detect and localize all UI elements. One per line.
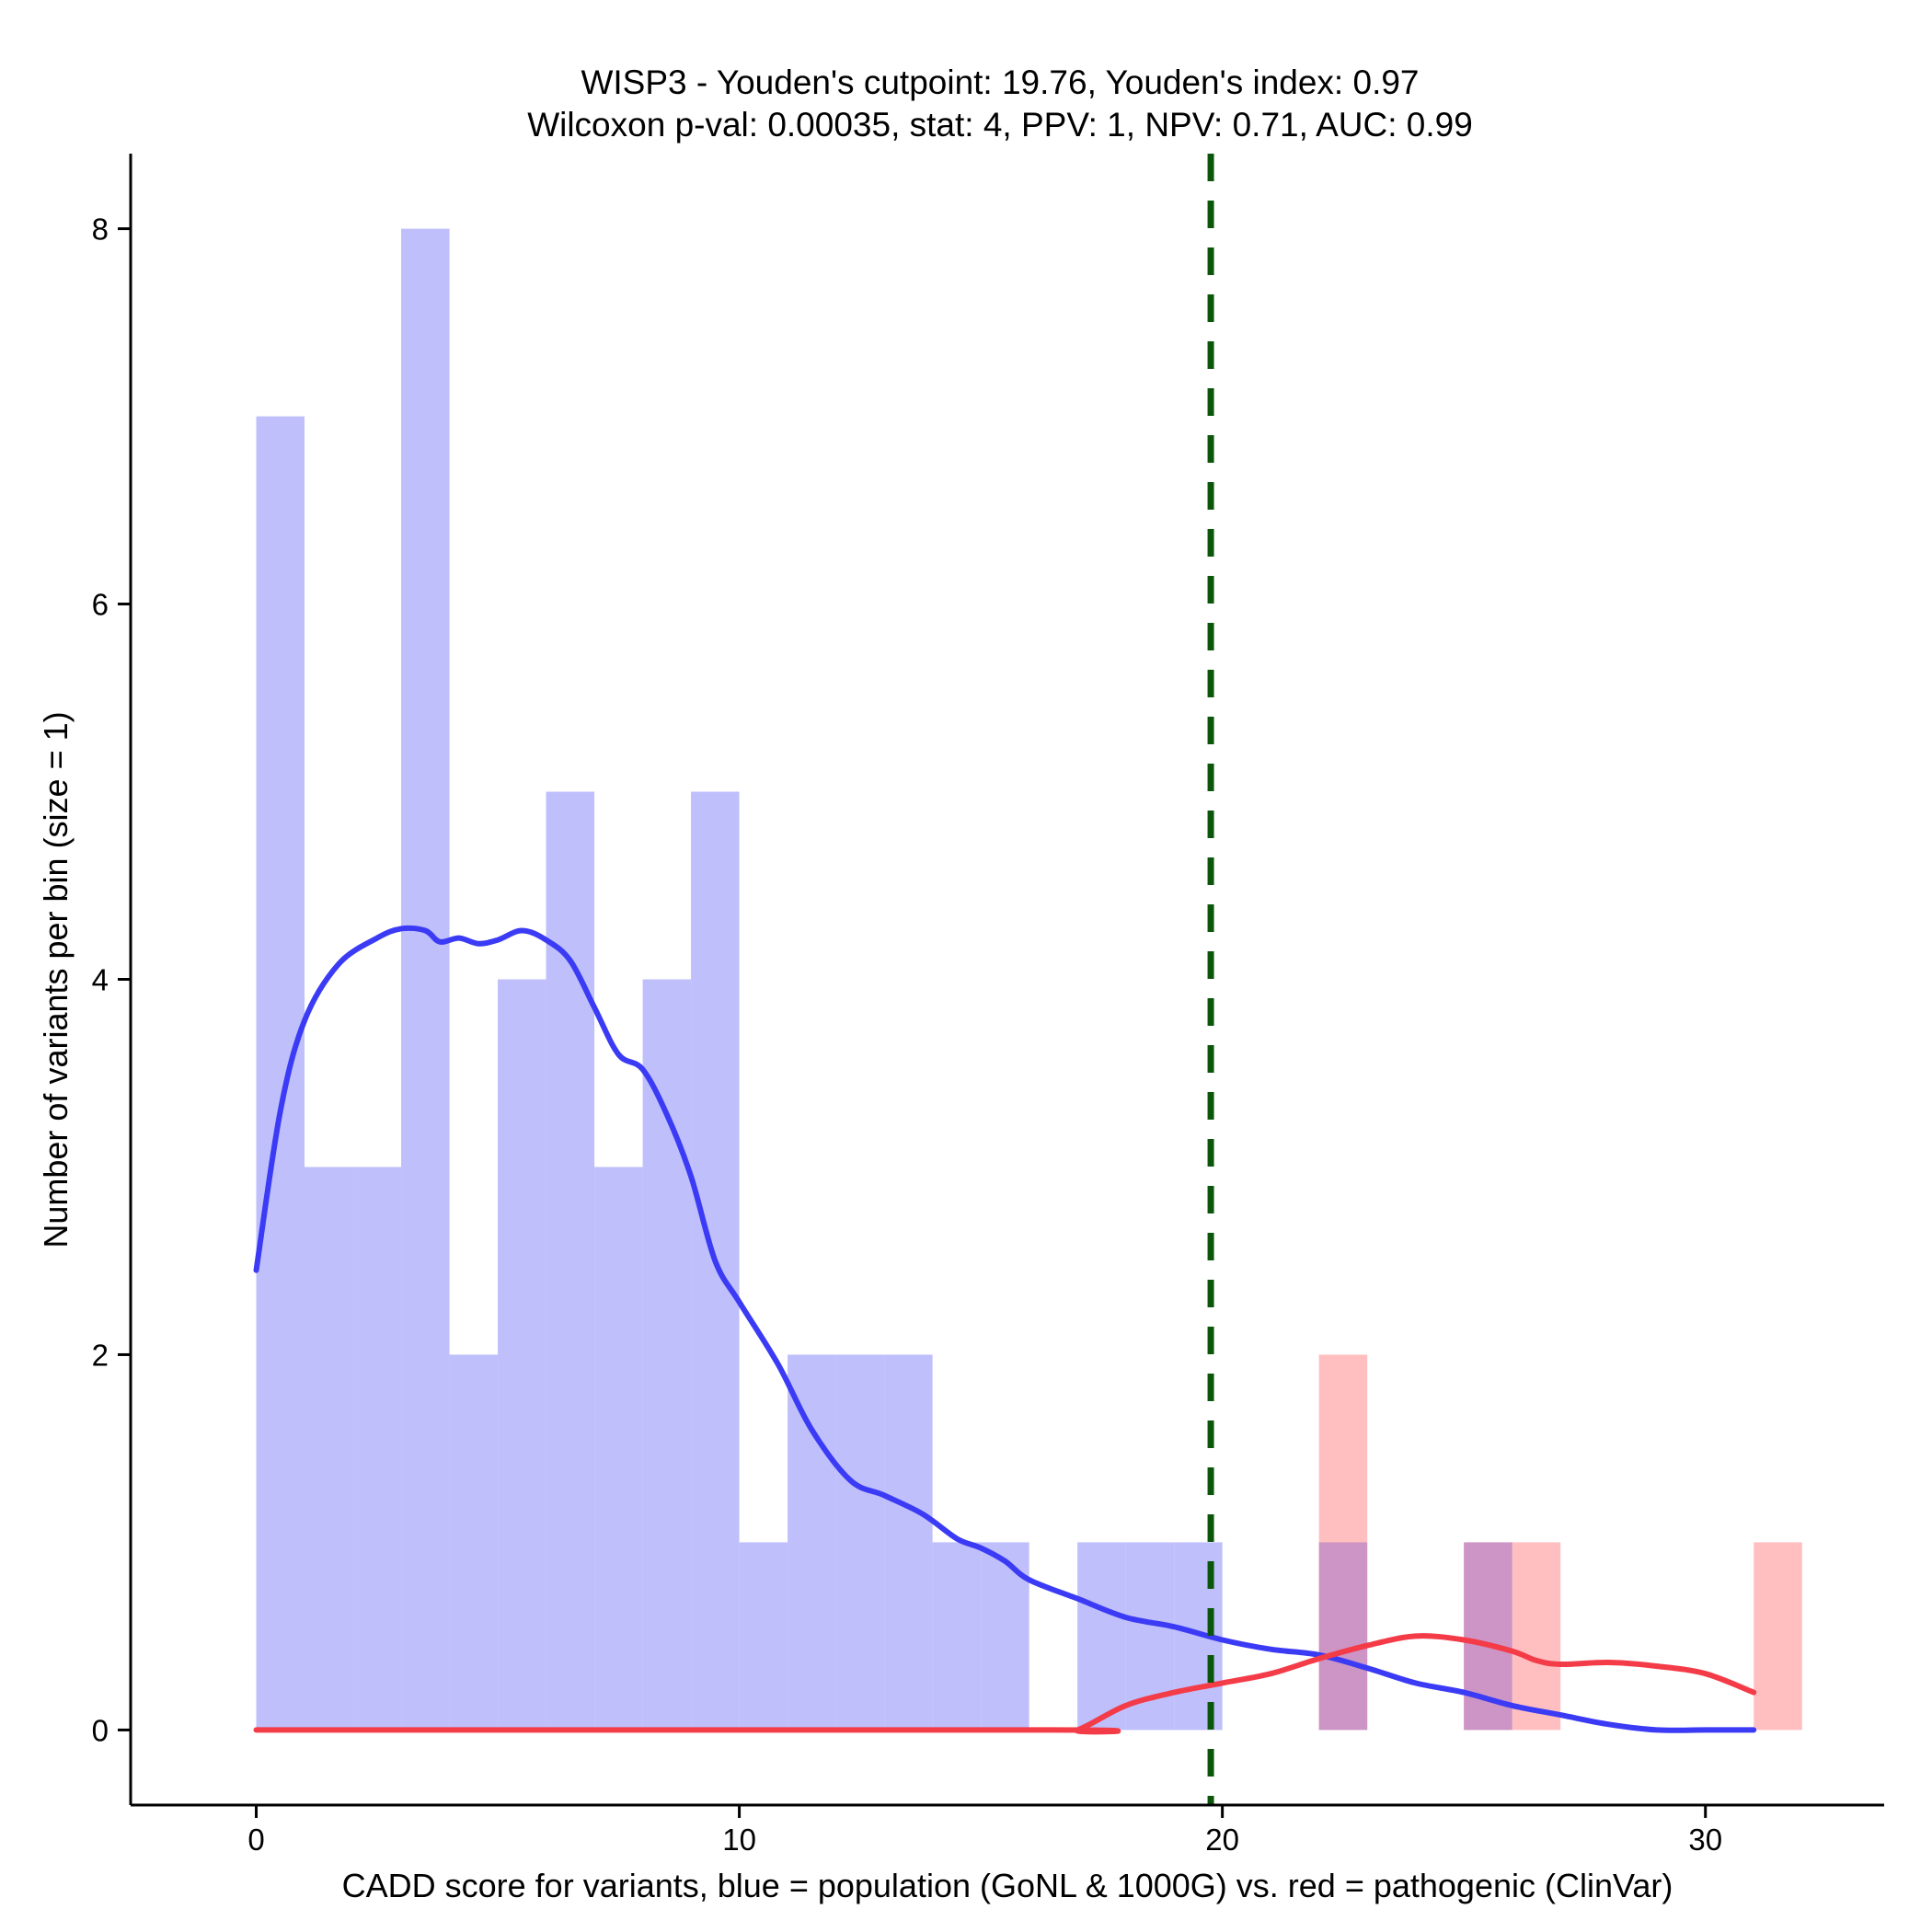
y-tick-label-6: 6 bbox=[92, 588, 109, 622]
x-tick-label-30: 30 bbox=[1688, 1823, 1722, 1857]
population-bar-11 bbox=[788, 1354, 836, 1731]
population-bar-10 bbox=[739, 1542, 788, 1731]
pathogenic-bar-26 bbox=[1512, 1542, 1561, 1731]
population-density-line bbox=[253, 925, 1757, 1733]
chart-title-line1: WISP3 - Youden's cutpoint: 19.76, Youden… bbox=[581, 63, 1419, 101]
pathogenic-density-line bbox=[253, 1633, 1757, 1735]
y-axis-label: Number of variants per bin (size = 1) bbox=[37, 711, 75, 1248]
population-bar-5 bbox=[498, 979, 546, 1731]
y-tick-label-2: 2 bbox=[92, 1338, 109, 1372]
population-bar-1 bbox=[305, 1167, 353, 1731]
overlap-bars bbox=[1318, 1542, 1512, 1731]
x-axis-label: CADD score for variants, blue = populati… bbox=[342, 1867, 1673, 1904]
density-curves bbox=[253, 925, 1757, 1735]
population-bar-4 bbox=[449, 1354, 499, 1731]
x-axis-ticks: 0 10 20 30 bbox=[247, 1805, 1722, 1857]
overlap-bar-22 bbox=[1318, 1542, 1368, 1731]
y-tick-label-4: 4 bbox=[92, 963, 109, 997]
population-bar-13 bbox=[884, 1354, 933, 1731]
y-tick-label-8: 8 bbox=[92, 213, 109, 247]
population-bar-6 bbox=[546, 791, 595, 1731]
chart-title-line2: Wilcoxon p-val: 0.00035, stat: 4, PPV: 1… bbox=[527, 106, 1473, 144]
pathogenic-bar-31 bbox=[1754, 1542, 1802, 1731]
y-tick-label-0: 0 bbox=[92, 1713, 109, 1747]
y-axis-ticks: 0 2 4 6 8 bbox=[92, 213, 131, 1747]
population-bar-15 bbox=[981, 1542, 1029, 1731]
x-tick-label-0: 0 bbox=[247, 1823, 264, 1857]
population-bar-14 bbox=[932, 1542, 982, 1731]
population-bar-12 bbox=[835, 1354, 885, 1731]
population-bar-7 bbox=[594, 1167, 643, 1731]
x-tick-label-20: 20 bbox=[1205, 1823, 1239, 1857]
population-bars bbox=[256, 228, 1223, 1731]
x-tick-label-10: 10 bbox=[722, 1823, 756, 1857]
population-bar-17 bbox=[1077, 1542, 1126, 1731]
population-bar-3 bbox=[401, 228, 450, 1731]
population-bar-0 bbox=[256, 416, 305, 1731]
population-bar-2 bbox=[352, 1167, 402, 1731]
population-bar-8 bbox=[642, 979, 692, 1731]
